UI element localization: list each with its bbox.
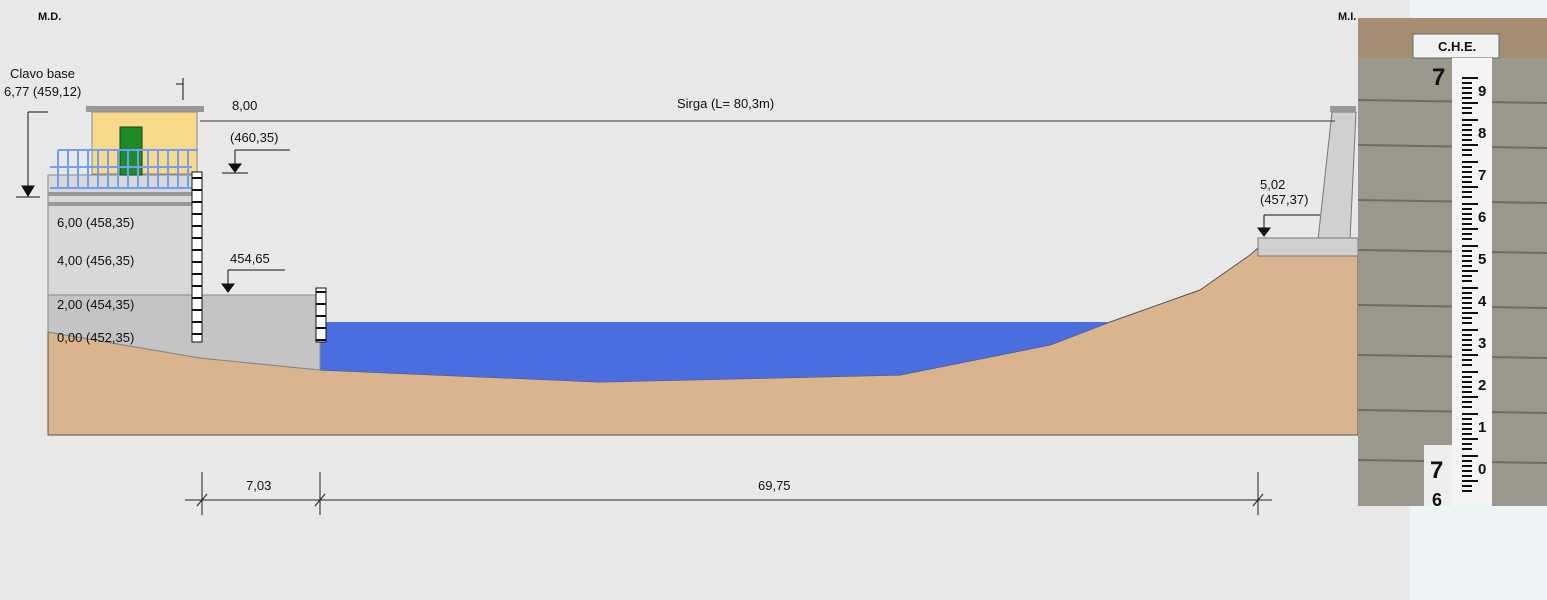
wall-band bbox=[48, 202, 200, 206]
staff-digit: 3 bbox=[1478, 335, 1486, 352]
water bbox=[320, 322, 1110, 382]
cable-label: Sirga (L= 80,3m) bbox=[677, 96, 774, 111]
staff-ticks bbox=[1462, 77, 1478, 492]
dimension-label: 7,03 bbox=[246, 478, 271, 493]
gauge-photo: C.H.E. 7 7 6 9 8 7 6 5 4 3 2 1 0 bbox=[1357, 18, 1547, 510]
gauge-level: 4,00 (456,35) bbox=[57, 253, 134, 268]
right-level: 5,02 bbox=[1260, 177, 1285, 192]
dimension-label: 69,75 bbox=[758, 478, 791, 493]
base-nail-value: 6,77 (459,12) bbox=[4, 84, 81, 99]
right-elevation: (457,37) bbox=[1260, 192, 1308, 207]
staff-digit: 5 bbox=[1478, 251, 1486, 268]
staff-digit: 8 bbox=[1478, 125, 1486, 142]
staff-digit: 6 bbox=[1478, 209, 1486, 226]
gauge-level: 2,00 (454,35) bbox=[57, 297, 134, 312]
tower-cap bbox=[1330, 106, 1356, 112]
staff-digit: 4 bbox=[1478, 293, 1487, 310]
staff-digit: 9 bbox=[1478, 83, 1486, 100]
gauge-level: 6,00 (458,35) bbox=[57, 215, 134, 230]
dimension-lines bbox=[185, 472, 1272, 515]
left-top-elevation: (460,35) bbox=[230, 130, 278, 145]
wall-band bbox=[48, 192, 200, 196]
weir bbox=[47, 294, 321, 371]
weir-elevation: 454,65 bbox=[230, 251, 270, 266]
left-gauge bbox=[191, 171, 203, 343]
staff-digit: 2 bbox=[1478, 377, 1486, 394]
left-bank-label: M.D. bbox=[38, 11, 61, 23]
right-bank-label: M.I. bbox=[1338, 11, 1356, 23]
marker-plate bbox=[1424, 445, 1452, 506]
staff-marker: 7 bbox=[1430, 457, 1443, 484]
left-top-level: 8,00 bbox=[232, 98, 257, 113]
staff-digit: 1 bbox=[1478, 419, 1486, 436]
base-nail-label: Clavo base bbox=[10, 66, 75, 81]
roof bbox=[86, 106, 204, 112]
gauge-level: 0,00 (452,35) bbox=[57, 330, 134, 345]
right-platform bbox=[1257, 237, 1359, 257]
level-markers bbox=[16, 78, 1320, 293]
staff-marker: 6 bbox=[1432, 490, 1442, 510]
staff-digit: 0 bbox=[1478, 461, 1486, 478]
railing-posts bbox=[57, 150, 189, 188]
staff-digit: 7 bbox=[1478, 167, 1486, 184]
gauge-stripes bbox=[192, 177, 326, 341]
staff-digits: 9 8 7 6 5 4 3 2 1 0 bbox=[1478, 83, 1487, 478]
staff-marker: 7 bbox=[1432, 64, 1445, 91]
photo-sign-text: C.H.E. bbox=[1438, 39, 1476, 54]
house bbox=[91, 111, 198, 175]
